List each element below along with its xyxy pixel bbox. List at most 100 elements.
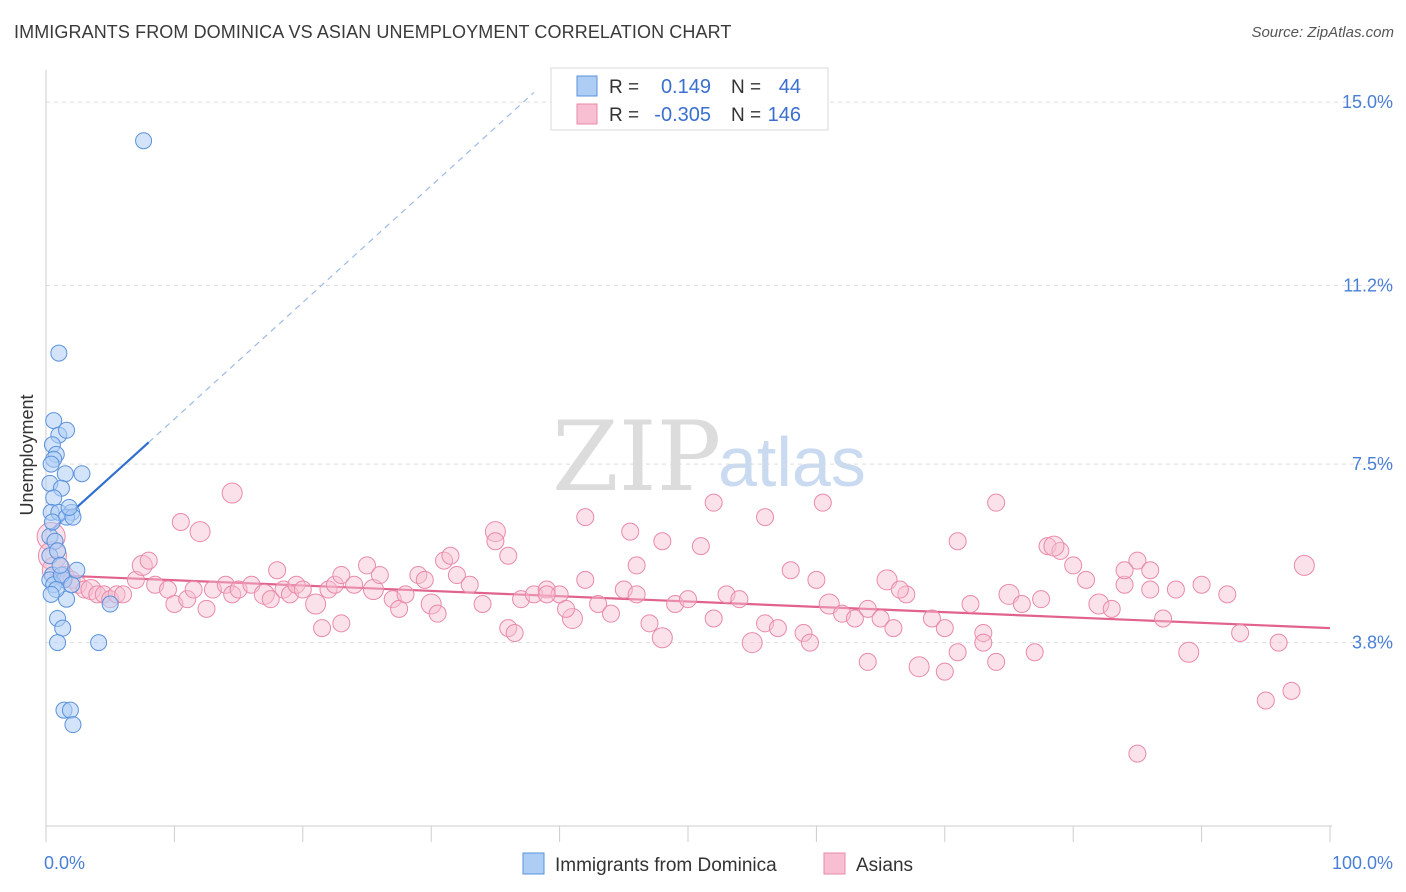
y-tick-label-3: 15.0% bbox=[1342, 92, 1393, 112]
asians-point bbox=[1115, 561, 1134, 580]
y-tick-label-0: 3.8% bbox=[1352, 633, 1393, 653]
asians-point bbox=[1154, 609, 1173, 628]
asians-point bbox=[1178, 641, 1200, 663]
tick-labels: 3.8% 7.5% 11.2% 15.0% 0.0% 100.0% bbox=[44, 92, 1393, 873]
asians-point bbox=[268, 561, 287, 580]
row1-r-value: 0.149 bbox=[661, 76, 711, 98]
asians-point bbox=[679, 590, 697, 609]
watermark: ZIP atlas bbox=[552, 401, 866, 513]
y-axis-title: Unemployment bbox=[17, 394, 37, 515]
asians-point bbox=[1128, 551, 1147, 570]
asians-point bbox=[589, 595, 608, 614]
dominica-point bbox=[61, 701, 79, 719]
grid bbox=[46, 101, 1392, 644]
x-tick-label-0: 0.0% bbox=[44, 853, 85, 873]
asians-point bbox=[1218, 585, 1237, 604]
asians-point bbox=[1256, 691, 1275, 710]
asians-point bbox=[261, 590, 280, 609]
dominica-trendline-extension bbox=[148, 92, 535, 443]
asians-point bbox=[876, 569, 898, 591]
asians-point bbox=[1088, 593, 1110, 615]
asians-point bbox=[987, 652, 1006, 671]
asians-point bbox=[114, 585, 133, 604]
dominica-point bbox=[60, 498, 78, 516]
asians-point bbox=[1032, 590, 1051, 609]
asians-point bbox=[420, 593, 442, 615]
asians-point bbox=[800, 633, 819, 652]
source-attribution: Source: ZipAtlas.com bbox=[1251, 24, 1394, 41]
asians-point bbox=[557, 599, 576, 618]
asians-point bbox=[1102, 599, 1121, 618]
asians-point bbox=[460, 575, 479, 594]
asians-point bbox=[730, 590, 749, 609]
asians-point bbox=[178, 590, 197, 609]
asians-point bbox=[781, 561, 800, 580]
asians-point bbox=[313, 619, 332, 638]
asians-point bbox=[922, 609, 941, 628]
dominica-point bbox=[54, 619, 72, 637]
asians-point bbox=[627, 585, 646, 604]
row1-n-label: N = bbox=[731, 77, 761, 98]
asians-point bbox=[1141, 561, 1160, 580]
asians-point bbox=[691, 537, 710, 556]
asians-point bbox=[627, 556, 646, 575]
y-tick-label-2: 11.2% bbox=[1343, 276, 1393, 296]
asians-point bbox=[1293, 554, 1315, 576]
asians-trendline bbox=[49, 573, 1331, 630]
asians-point bbox=[1064, 556, 1083, 575]
asians-point bbox=[293, 580, 312, 599]
dominica-point bbox=[56, 465, 74, 483]
asians-point bbox=[171, 512, 190, 531]
dominica-point bbox=[64, 716, 82, 734]
asians-point bbox=[486, 532, 505, 551]
asians-point bbox=[561, 607, 583, 629]
asians-point bbox=[768, 619, 787, 638]
asians-point bbox=[741, 632, 763, 654]
dominica-point bbox=[49, 634, 67, 652]
asians-point bbox=[858, 599, 877, 618]
row1-n-value: 44 bbox=[779, 76, 801, 98]
asians-point bbox=[1043, 535, 1065, 557]
asians-point bbox=[987, 493, 1006, 512]
asians-point bbox=[908, 656, 930, 678]
chart-title: IMMIGRANTS FROM DOMINICA VS ASIAN UNEMPL… bbox=[14, 22, 732, 42]
dominica-point bbox=[50, 344, 68, 362]
asians-point bbox=[441, 546, 460, 565]
asians-point bbox=[184, 580, 203, 599]
row1-r-label: R = bbox=[609, 77, 639, 98]
asians-point bbox=[332, 566, 351, 585]
y-tick-label-1: 7.5% bbox=[1352, 454, 1393, 474]
asians-point bbox=[362, 579, 384, 601]
dominica-swatch bbox=[576, 75, 598, 97]
asians-point bbox=[961, 595, 980, 614]
asians-point bbox=[621, 522, 640, 541]
asians-point bbox=[197, 599, 216, 618]
dominica-point bbox=[135, 132, 153, 150]
asians-point bbox=[576, 570, 595, 589]
row2-n-value: 146 bbox=[768, 104, 801, 126]
asians-point bbox=[221, 482, 243, 504]
legend-asians-label: Asians bbox=[856, 855, 913, 876]
legend-asians-swatch bbox=[823, 852, 846, 875]
asians-point bbox=[858, 652, 877, 671]
dominica-point bbox=[73, 465, 91, 483]
trend-lines bbox=[49, 92, 1331, 630]
asians-point bbox=[305, 593, 327, 615]
dominica-point bbox=[101, 595, 119, 613]
asians-point bbox=[1269, 633, 1288, 652]
data-points bbox=[36, 132, 1315, 763]
asians-point bbox=[651, 627, 673, 649]
asians-point bbox=[139, 551, 158, 570]
asians-point bbox=[974, 623, 993, 642]
dominica-point bbox=[68, 561, 86, 579]
dominica-point bbox=[42, 585, 60, 603]
asians-point bbox=[447, 566, 466, 585]
x-tick-label-1: 100.0% bbox=[1332, 853, 1393, 873]
asians-point bbox=[935, 619, 954, 638]
asians-point bbox=[1051, 541, 1070, 560]
asians-point bbox=[358, 556, 376, 575]
asians-point bbox=[998, 583, 1020, 605]
asians-point bbox=[1282, 681, 1301, 700]
row2-r-value: -0.305 bbox=[654, 104, 711, 126]
asians-point bbox=[704, 493, 723, 512]
